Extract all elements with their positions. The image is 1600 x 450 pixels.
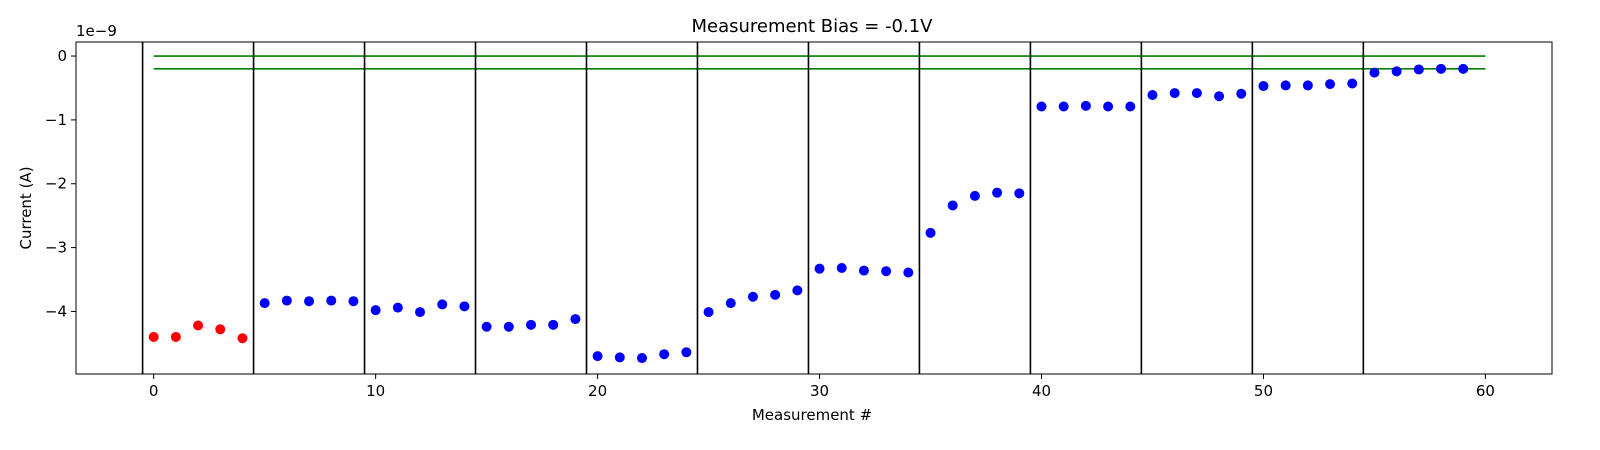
x-tick-label: 50 (1254, 382, 1273, 400)
data-point-blue (703, 307, 714, 318)
data-point-red (170, 331, 181, 342)
data-point-blue (947, 200, 958, 211)
data-point-blue (592, 351, 603, 362)
data-point-blue (281, 295, 292, 306)
data-point-blue (259, 298, 270, 309)
y-tick-label: 0 (57, 47, 67, 65)
data-point-blue (1347, 78, 1358, 89)
data-point-blue (1103, 101, 1114, 112)
data-point-red (215, 324, 226, 335)
data-point-blue (392, 302, 403, 313)
data-point-blue (992, 187, 1003, 198)
x-tick-label: 60 (1476, 382, 1495, 400)
data-point-blue (548, 319, 559, 330)
data-point-blue (836, 263, 847, 274)
data-point-blue (614, 352, 625, 363)
data-point-red (193, 320, 204, 331)
data-point-red (237, 333, 248, 344)
plot-area (141, 42, 1486, 374)
data-point-blue (1258, 81, 1269, 92)
x-tick-label: 20 (588, 382, 607, 400)
data-point-blue (747, 291, 758, 302)
data-point-blue (1436, 63, 1447, 74)
data-point-blue (969, 190, 980, 201)
data-point-blue (1391, 66, 1402, 77)
data-point-blue (437, 299, 448, 310)
y-tick-label: −1 (45, 111, 67, 129)
data-point-blue (415, 307, 426, 318)
data-point-blue (1147, 89, 1158, 100)
y-axis-label: Current (A) (17, 166, 35, 249)
data-point-blue (792, 285, 803, 296)
data-point-blue (1014, 188, 1025, 199)
y-axis-offset-label: 1e−9 (76, 22, 117, 40)
x-tick-label: 10 (366, 382, 385, 400)
y-tick-label: −2 (45, 175, 67, 193)
data-point-blue (1036, 101, 1047, 112)
data-point-blue (503, 321, 514, 332)
data-point-blue (725, 298, 736, 309)
data-point-blue (814, 263, 825, 274)
y-tick-label: −4 (45, 302, 67, 320)
x-axis: 0 10 20 30 40 50 60 (149, 374, 1495, 400)
data-point-blue (903, 267, 914, 278)
data-point-blue (348, 296, 359, 307)
data-point-blue (1302, 80, 1313, 91)
data-point-blue (1191, 88, 1202, 99)
data-point-blue (1058, 101, 1069, 112)
data-point-blue (681, 347, 692, 358)
x-tick-label: 0 (149, 382, 159, 400)
data-point-blue (326, 295, 337, 306)
data-point-blue (858, 265, 869, 276)
y-tick-label: −3 (45, 239, 67, 257)
data-point-blue (1080, 100, 1091, 111)
data-point-blue (770, 289, 781, 300)
data-point-blue (481, 321, 492, 332)
data-point-blue (659, 349, 670, 360)
data-point-blue (881, 266, 892, 277)
x-axis-label: Measurement # (752, 406, 872, 424)
data-point-blue (304, 296, 315, 307)
x-tick-label: 30 (810, 382, 829, 400)
data-point-blue (1236, 88, 1247, 99)
plot-frame (75, 41, 1553, 375)
data-point-blue (1458, 63, 1469, 74)
data-point-blue (1214, 91, 1225, 102)
data-point-blue (1369, 67, 1380, 78)
data-point-blue (1169, 88, 1180, 99)
data-point-red (148, 331, 159, 342)
data-point-blue (526, 319, 537, 330)
data-point-blue (636, 353, 647, 364)
data-point-blue (925, 227, 936, 238)
data-point-blue (1125, 101, 1136, 112)
data-point-blue (1325, 79, 1336, 90)
data-point-blue (459, 301, 470, 312)
chart-title: Measurement Bias = -0.1V (691, 16, 933, 37)
y-axis: 0 −1 −2 −3 −4 (45, 47, 76, 320)
data-point-blue (1280, 80, 1291, 91)
data-point-blue (1413, 64, 1424, 75)
data-point-blue (570, 314, 581, 325)
x-tick-label: 40 (1032, 382, 1051, 400)
data-point-blue (370, 305, 381, 316)
